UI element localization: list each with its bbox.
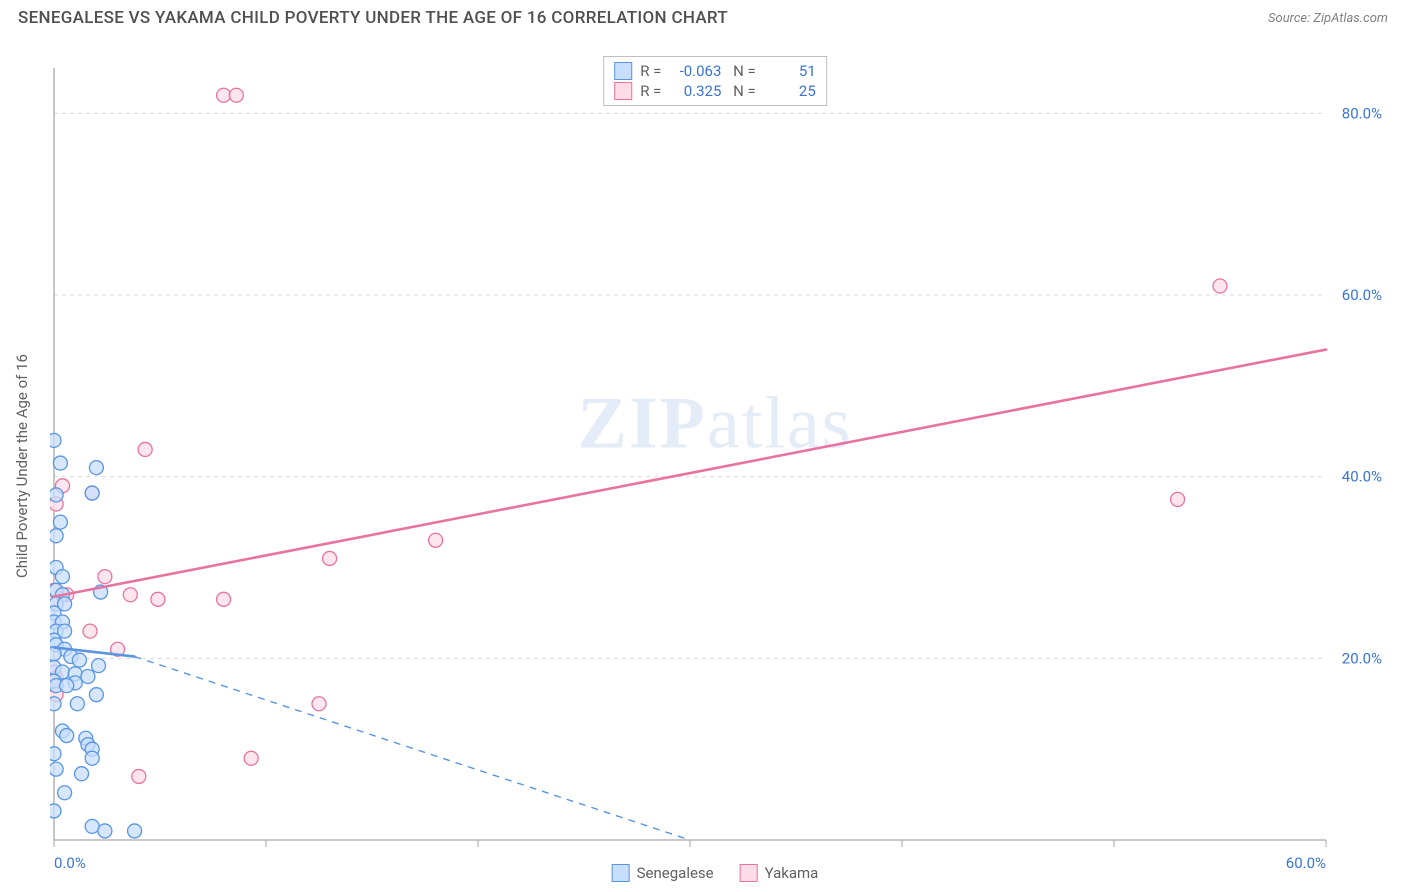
legend-swatch-yakama [740, 864, 758, 882]
stats-row-yakama: R = 0.325 N = 25 [614, 81, 816, 101]
swatch-yakama [614, 82, 632, 100]
y-axis-label: Child Poverty Under the Age of 16 [13, 354, 31, 578]
chart-title: SENEGALESE VS YAKAMA CHILD POVERTY UNDER… [18, 8, 728, 28]
svg-text:0.0%: 0.0% [54, 854, 86, 872]
svg-text:40.0%: 40.0% [1342, 468, 1382, 486]
svg-text:60.0%: 60.0% [1286, 854, 1326, 872]
swatch-senegalese [614, 62, 632, 80]
plot-area: Child Poverty Under the Age of 16 ZIPatl… [42, 48, 1388, 884]
scatter-plot-svg: 0.0% 60.0% 20.0% 40.0% 60.0% 80.0% [50, 48, 1388, 884]
legend-swatch-senegalese [612, 864, 630, 882]
svg-text:80.0%: 80.0% [1342, 104, 1382, 122]
correlation-stats-box: R = -0.063 N = 51 R = 0.325 N = 25 [603, 56, 827, 106]
stats-row-senegalese: R = -0.063 N = 51 [614, 61, 816, 81]
chart-source: Source: ZipAtlas.com [1268, 11, 1388, 26]
svg-text:20.0%: 20.0% [1342, 649, 1382, 667]
legend: Senegalese Yakama [612, 864, 819, 882]
svg-text:60.0%: 60.0% [1342, 286, 1382, 304]
legend-item-senegalese: Senegalese [612, 864, 714, 882]
legend-item-yakama: Yakama [740, 864, 819, 882]
chart-header: SENEGALESE VS YAKAMA CHILD POVERTY UNDER… [0, 0, 1406, 32]
